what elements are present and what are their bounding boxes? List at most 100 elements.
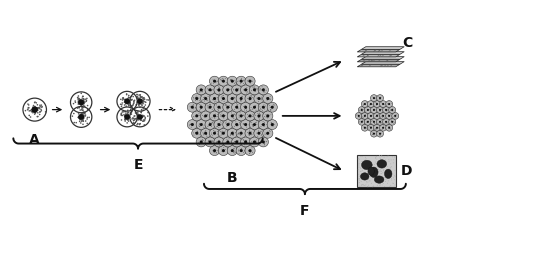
Circle shape (226, 88, 230, 91)
Circle shape (248, 134, 249, 135)
Circle shape (226, 139, 227, 140)
Circle shape (244, 141, 245, 142)
Circle shape (78, 107, 80, 109)
Circle shape (244, 124, 245, 125)
Circle shape (80, 116, 82, 117)
Circle shape (218, 86, 219, 87)
Circle shape (245, 107, 246, 108)
Circle shape (214, 149, 215, 150)
Circle shape (385, 109, 387, 111)
Circle shape (246, 127, 247, 128)
Circle shape (385, 159, 386, 160)
Circle shape (232, 120, 242, 129)
Circle shape (124, 115, 126, 117)
Circle shape (127, 115, 128, 116)
Circle shape (82, 114, 83, 116)
Circle shape (371, 130, 378, 137)
Circle shape (369, 180, 370, 181)
Circle shape (217, 97, 218, 98)
Circle shape (218, 91, 219, 92)
Circle shape (132, 104, 134, 105)
Circle shape (255, 105, 256, 106)
Polygon shape (357, 49, 400, 52)
Circle shape (83, 99, 84, 100)
Circle shape (263, 128, 273, 138)
Circle shape (121, 102, 123, 104)
Circle shape (83, 111, 85, 113)
Circle shape (241, 133, 242, 134)
Circle shape (376, 95, 383, 102)
Circle shape (372, 114, 373, 115)
Circle shape (264, 92, 265, 93)
Circle shape (235, 123, 238, 126)
Circle shape (218, 107, 219, 108)
Circle shape (241, 116, 242, 117)
Circle shape (201, 124, 202, 125)
Circle shape (200, 109, 201, 110)
Circle shape (139, 100, 140, 101)
Circle shape (263, 124, 264, 125)
Circle shape (225, 104, 226, 105)
Circle shape (40, 109, 42, 110)
Circle shape (134, 118, 136, 119)
Circle shape (234, 126, 235, 127)
Circle shape (191, 123, 192, 124)
Circle shape (204, 132, 207, 135)
Circle shape (250, 116, 252, 117)
Circle shape (226, 106, 230, 109)
Circle shape (127, 99, 129, 100)
Circle shape (219, 91, 221, 92)
Circle shape (40, 105, 41, 107)
Ellipse shape (368, 167, 374, 175)
Circle shape (34, 109, 35, 111)
Circle shape (78, 98, 80, 99)
Circle shape (393, 177, 394, 178)
Circle shape (220, 125, 221, 126)
Circle shape (33, 109, 35, 111)
Circle shape (386, 121, 387, 122)
Circle shape (133, 103, 135, 104)
Circle shape (85, 114, 87, 116)
Circle shape (364, 103, 366, 105)
Circle shape (127, 117, 128, 118)
Circle shape (255, 122, 256, 123)
Circle shape (125, 100, 127, 102)
Circle shape (131, 99, 133, 100)
Circle shape (28, 115, 30, 116)
Circle shape (248, 97, 252, 100)
Circle shape (378, 114, 379, 115)
Circle shape (81, 115, 83, 116)
Circle shape (125, 100, 127, 102)
Circle shape (218, 141, 219, 142)
Circle shape (270, 109, 271, 110)
Circle shape (375, 128, 376, 129)
Circle shape (375, 168, 376, 169)
Circle shape (201, 94, 211, 104)
Circle shape (131, 113, 132, 115)
Circle shape (394, 122, 395, 123)
Circle shape (234, 109, 235, 110)
Circle shape (363, 109, 364, 110)
Circle shape (249, 132, 250, 133)
Circle shape (361, 121, 363, 123)
Circle shape (238, 133, 239, 134)
Circle shape (235, 106, 236, 107)
Circle shape (254, 141, 255, 142)
Circle shape (82, 96, 83, 97)
Circle shape (259, 113, 260, 114)
Circle shape (270, 99, 271, 100)
Circle shape (273, 104, 274, 105)
Circle shape (83, 100, 84, 101)
Circle shape (379, 181, 380, 182)
Circle shape (127, 116, 128, 117)
Circle shape (235, 132, 236, 133)
Circle shape (371, 116, 372, 117)
Circle shape (142, 115, 144, 116)
Circle shape (81, 117, 83, 119)
Circle shape (211, 140, 213, 141)
Circle shape (140, 112, 142, 113)
Circle shape (139, 116, 141, 118)
Circle shape (132, 96, 134, 97)
Circle shape (253, 124, 254, 125)
Circle shape (376, 103, 378, 105)
